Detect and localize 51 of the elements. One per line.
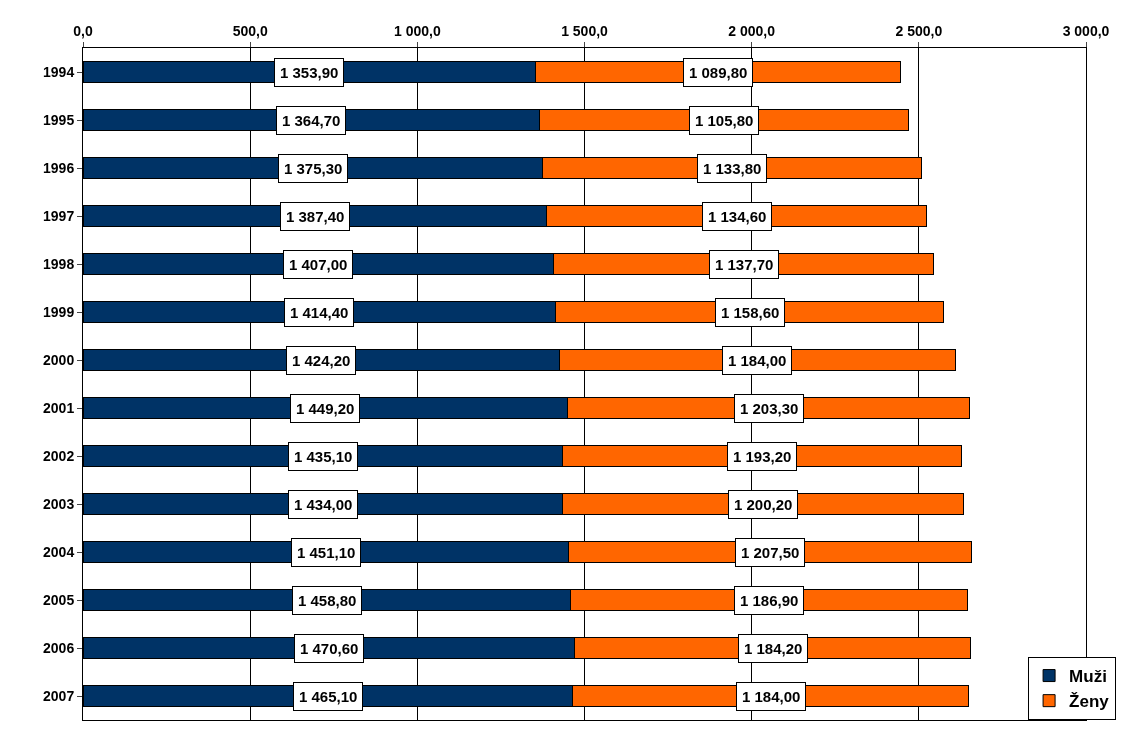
data-label: 1 184,00 [728, 352, 787, 369]
data-label: 1 449,20 [296, 400, 355, 417]
data-label: 1 133,80 [703, 160, 762, 177]
data-label: 1 387,40 [286, 208, 345, 225]
y-tick-label: 2000 [43, 351, 75, 368]
y-tick-label: 1999 [43, 303, 75, 320]
y-tick-label: 2004 [43, 543, 75, 560]
x-tick-label: 2 000,0 [728, 23, 776, 40]
x-tick-label: 3 000,0 [1062, 23, 1110, 40]
y-tick-label: 1995 [43, 111, 75, 128]
data-label: 1 435,10 [294, 448, 353, 465]
data-label: 1 134,60 [708, 208, 767, 225]
data-label: 1 186,90 [740, 592, 799, 609]
data-label: 1 451,10 [297, 544, 356, 561]
data-label: 1 207,50 [741, 544, 800, 561]
data-label: 1 353,90 [280, 64, 339, 81]
y-tick-label: 2006 [43, 639, 75, 656]
y-tick-label: 1996 [43, 159, 75, 176]
x-tick-label: 0,0 [73, 23, 93, 40]
data-label: 1 458,80 [298, 592, 357, 609]
x-tick-label: 1 500,0 [561, 23, 609, 40]
legend-label: Ženy [1069, 692, 1110, 712]
y-tick-label: 1994 [43, 63, 75, 80]
data-label: 1 200,20 [734, 496, 793, 513]
data-label: 1 364,70 [282, 112, 341, 129]
data-label: 1 089,80 [689, 64, 748, 81]
x-tick-label: 500,0 [232, 23, 268, 40]
data-label: 1 434,00 [294, 496, 353, 513]
data-label: 1 158,60 [721, 304, 780, 321]
data-label: 1 137,70 [715, 256, 774, 273]
y-tick-label: 2002 [43, 447, 75, 464]
data-label: 1 470,60 [300, 640, 359, 657]
data-label: 1 203,30 [740, 400, 799, 417]
data-label: 1 424,20 [292, 352, 351, 369]
data-label: 1 105,80 [695, 112, 754, 129]
data-label: 1 414,40 [290, 304, 349, 321]
data-label: 1 407,00 [289, 256, 348, 273]
legend-label: Muži [1069, 667, 1107, 687]
x-tick-label: 1 000,0 [393, 23, 441, 40]
y-tick-label: 2001 [43, 399, 75, 416]
data-label: 1 375,30 [284, 160, 343, 177]
y-tick-label: 1998 [43, 255, 75, 272]
data-label: 1 193,20 [733, 448, 792, 465]
y-tick-label: 2003 [43, 495, 75, 512]
data-label: 1 184,20 [744, 640, 803, 657]
data-label: 1 465,10 [299, 688, 358, 705]
y-tick-label: 1997 [43, 207, 75, 224]
x-tick-label: 2 500,0 [895, 23, 943, 40]
data-label: 1 184,00 [742, 688, 801, 705]
y-tick-label: 2005 [43, 591, 75, 608]
y-tick-label: 2007 [43, 687, 75, 704]
